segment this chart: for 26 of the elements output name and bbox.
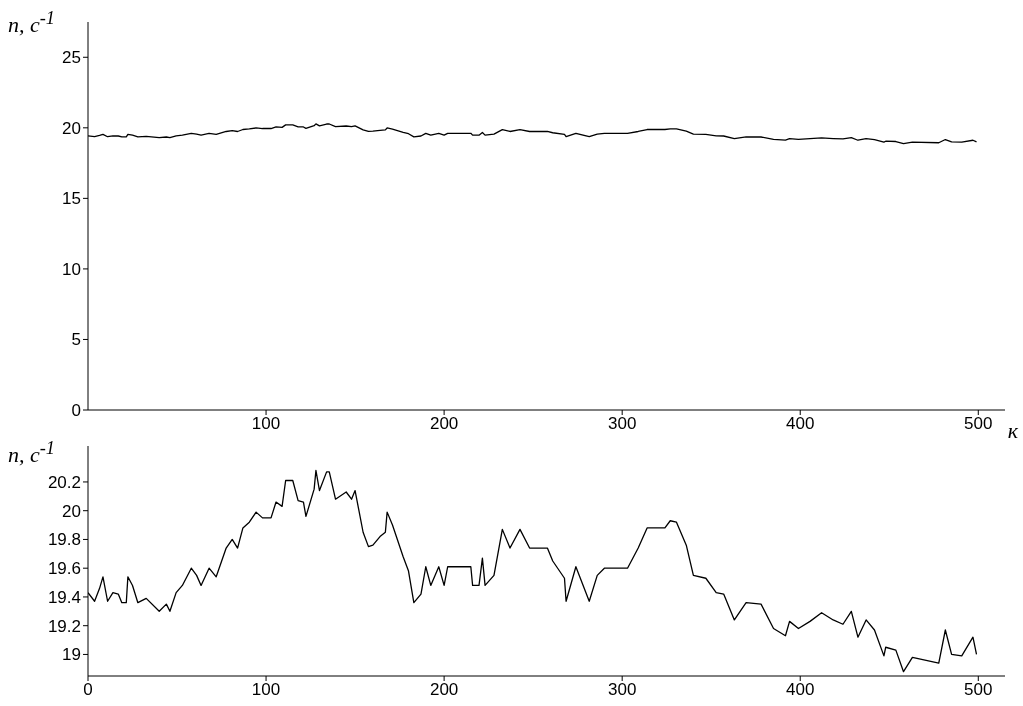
y-tick-label: 19.8 [47, 530, 81, 550]
x-tick-label: 100 [251, 414, 281, 434]
y-tick-label: 20.2 [47, 472, 81, 492]
y-tick-label: 25 [62, 48, 81, 68]
x-tick-label: 300 [607, 414, 637, 434]
y-tick-label: 10 [62, 259, 81, 279]
y-tick-label: 20 [62, 501, 81, 521]
x-axis-title: к [1007, 418, 1018, 444]
x-tick-label: 500 [964, 680, 993, 700]
y-axis-title: n, с$^{-1}$ [8, 438, 56, 469]
y-tick-label: 5 [71, 330, 81, 350]
y-tick-label: 20 [62, 118, 81, 138]
y-tick-label: 19.4 [47, 587, 81, 607]
x-tick-label: 500 [964, 414, 993, 434]
y-tick-label: 15 [62, 189, 81, 209]
x-tick-label: 400 [786, 414, 815, 434]
x-tick-label: 100 [251, 680, 281, 700]
y-tick-label: 19 [62, 645, 81, 665]
y-tick-label: 0 [71, 401, 81, 421]
x-tick-label: 400 [786, 680, 815, 700]
y-axis-title: n, с$^{-1}$ [8, 8, 56, 39]
y-tick-label: 19.2 [47, 616, 81, 636]
y-tick-label: 19.6 [47, 559, 81, 579]
x-tick-label: 300 [607, 680, 637, 700]
x-tick-label: 200 [429, 414, 459, 434]
x-tick-label: 200 [429, 680, 459, 700]
